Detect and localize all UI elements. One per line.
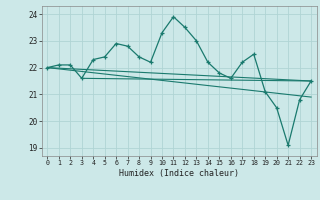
- X-axis label: Humidex (Indice chaleur): Humidex (Indice chaleur): [119, 169, 239, 178]
